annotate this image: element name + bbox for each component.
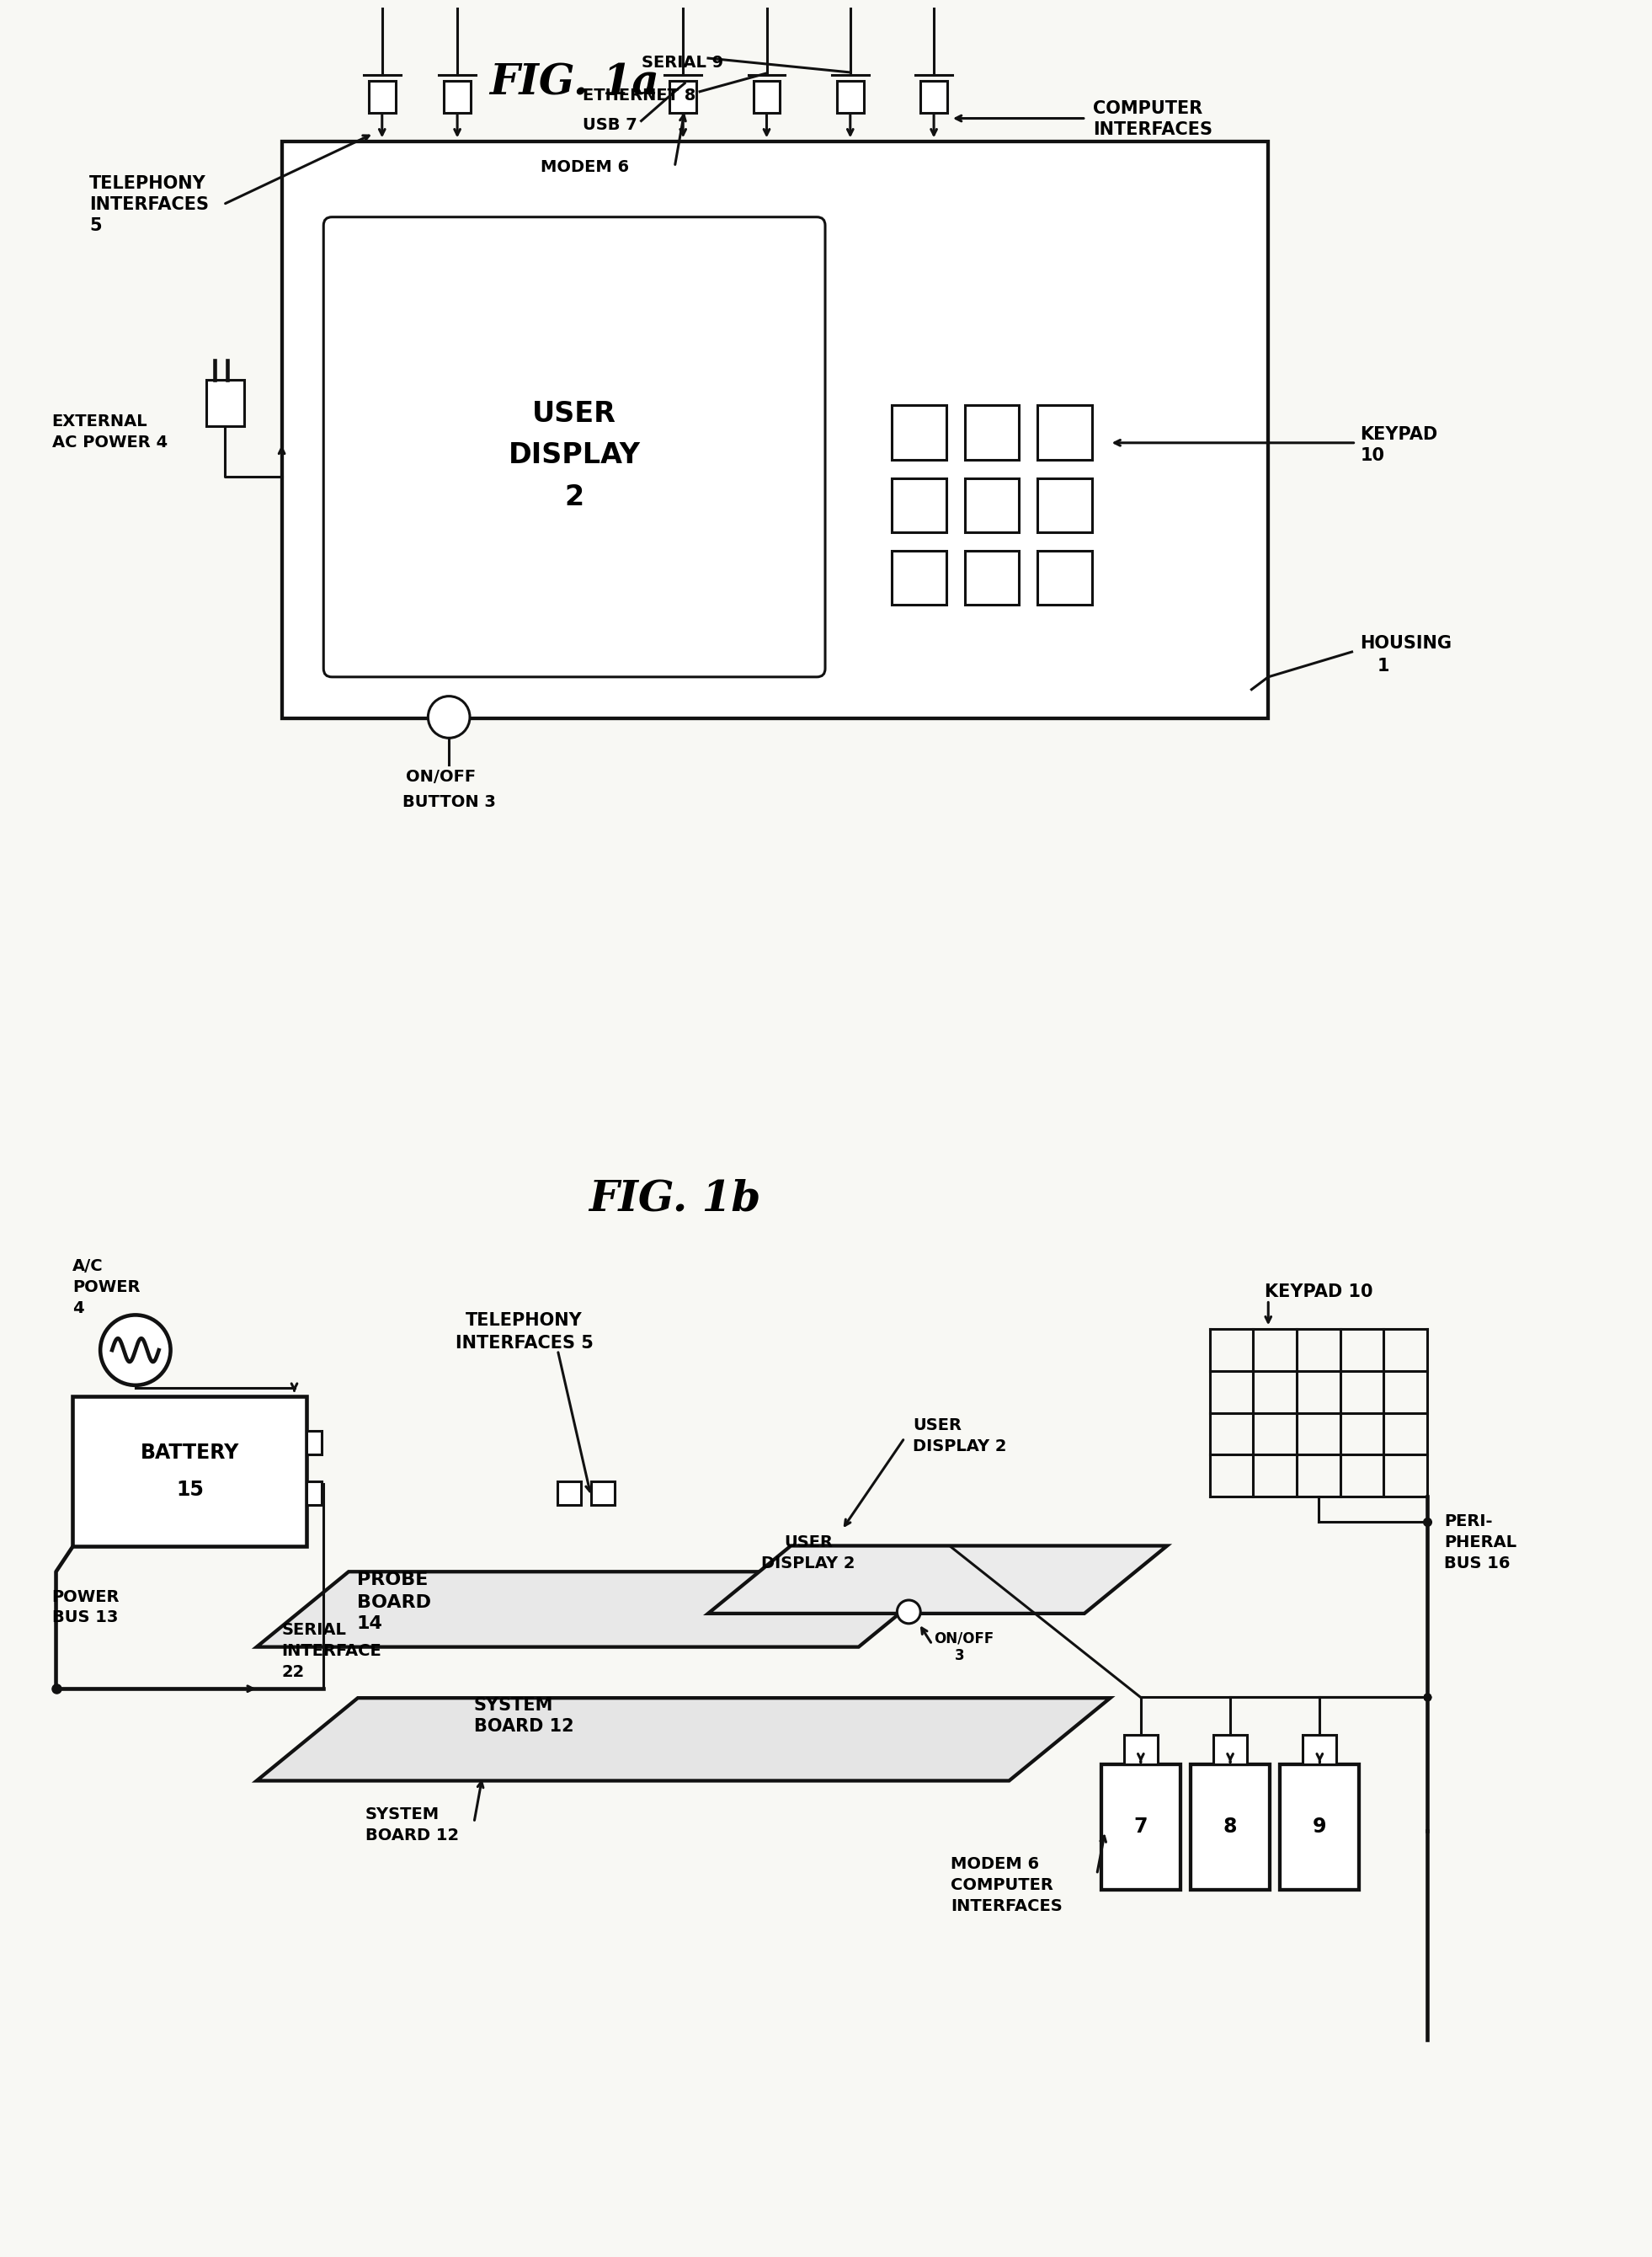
Text: 7: 7 [1133,1817,1148,1837]
Text: A/C: A/C [73,1259,104,1275]
Bar [1037,551,1092,605]
Text: BATTERY: BATTERY [140,1442,240,1463]
Text: COMPUTER: COMPUTER [1092,99,1203,117]
Polygon shape [709,1546,1166,1614]
Bar [206,379,244,427]
Text: INTERFACES: INTERFACES [1092,122,1213,138]
Bar [753,81,780,113]
Bar [307,1481,322,1505]
Bar [838,81,864,113]
Text: PROBE: PROBE [357,1571,428,1589]
Text: ON/OFF: ON/OFF [933,1632,995,1645]
Bar [1214,1736,1247,1765]
Text: 4: 4 [73,1300,84,1316]
Text: ETHERNET 8: ETHERNET 8 [583,88,695,104]
Bar [965,406,1019,460]
Text: BOARD 12: BOARD 12 [474,1718,573,1736]
Bar [1280,1765,1360,1889]
Text: ON/OFF: ON/OFF [406,770,476,785]
Text: SYSTEM: SYSTEM [474,1697,553,1713]
Text: PHERAL: PHERAL [1444,1535,1517,1551]
Circle shape [428,695,469,738]
Text: FIG. 1b: FIG. 1b [588,1178,760,1221]
Bar [368,81,395,113]
Bar [1037,478,1092,533]
Text: 15: 15 [175,1481,203,1501]
Text: INTERFACES: INTERFACES [89,196,210,212]
Text: POWER: POWER [51,1589,119,1605]
Text: 8: 8 [1222,1817,1237,1837]
Text: BUTTON 3: BUTTON 3 [403,794,496,810]
Text: INTERFACE: INTERFACE [282,1643,382,1659]
Bar [965,478,1019,533]
Text: COMPUTER: COMPUTER [950,1878,1054,1894]
Text: KEYPAD: KEYPAD [1360,427,1437,442]
Bar [307,1431,322,1454]
Text: AC POWER 4: AC POWER 4 [51,436,167,451]
Text: DISPLAY: DISPLAY [509,442,641,469]
Bar [892,406,947,460]
Bar [444,81,471,113]
Text: 9: 9 [1313,1817,1327,1837]
Bar [73,1397,307,1546]
Text: MODEM 6: MODEM 6 [950,1855,1039,1873]
Bar [282,142,1269,718]
Polygon shape [256,1697,1110,1781]
Text: 3: 3 [955,1648,965,1663]
Text: USER: USER [532,399,616,427]
Text: SERIAL 9: SERIAL 9 [641,54,724,70]
Bar [1191,1765,1270,1889]
Bar [892,478,947,533]
Text: 22: 22 [282,1663,304,1679]
Text: EXTERNAL: EXTERNAL [51,413,147,429]
Bar [1100,1765,1181,1889]
Text: DISPLAY 2: DISPLAY 2 [762,1555,856,1571]
Text: BOARD: BOARD [357,1593,431,1611]
Text: INTERFACES 5: INTERFACES 5 [456,1334,593,1352]
Text: PERI-: PERI- [1444,1514,1492,1530]
Text: BUS 16: BUS 16 [1444,1555,1510,1571]
Circle shape [897,1600,920,1623]
Text: USB 7: USB 7 [583,117,638,133]
Text: USER: USER [914,1417,961,1433]
Text: 2: 2 [565,483,585,510]
Bar [965,551,1019,605]
Text: TELEPHONY: TELEPHONY [89,176,206,192]
Text: SYSTEM: SYSTEM [365,1806,439,1821]
Text: SERIAL: SERIAL [282,1623,347,1639]
Text: 1: 1 [1378,657,1389,675]
Text: DISPLAY 2: DISPLAY 2 [914,1438,1006,1454]
Bar [920,81,947,113]
Text: MODEM 6: MODEM 6 [540,158,629,174]
Text: HOUSING: HOUSING [1360,634,1452,652]
Circle shape [101,1316,170,1386]
Text: USER: USER [785,1535,833,1551]
Bar [591,1481,615,1505]
Bar [892,551,947,605]
Text: 5: 5 [89,217,102,235]
Text: BUS 13: BUS 13 [51,1609,117,1625]
Text: BOARD 12: BOARD 12 [365,1828,459,1844]
Polygon shape [256,1571,950,1648]
Text: POWER: POWER [73,1280,140,1296]
Text: TELEPHONY: TELEPHONY [466,1311,583,1329]
Text: INTERFACES: INTERFACES [950,1898,1062,1914]
FancyBboxPatch shape [324,217,824,677]
Text: 14: 14 [357,1616,383,1632]
Bar [1123,1736,1158,1765]
Text: FIG. 1a: FIG. 1a [489,63,659,104]
Bar [669,81,697,113]
Text: 10: 10 [1360,447,1384,463]
Bar [558,1481,582,1505]
Bar [1037,406,1092,460]
Text: KEYPAD 10: KEYPAD 10 [1264,1284,1373,1300]
Bar [1303,1736,1336,1765]
